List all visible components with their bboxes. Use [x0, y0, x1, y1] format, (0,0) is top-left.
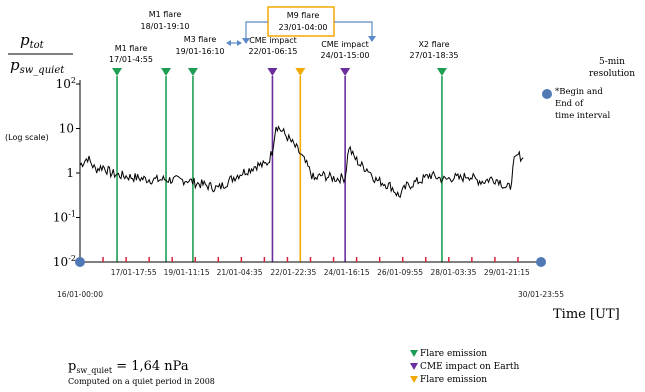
- side-note-line: End of: [555, 99, 584, 109]
- x-tick-label: 22/01-22:35: [270, 268, 316, 277]
- footnote-value: psw_quiet = 1,64 nPa: [68, 359, 189, 375]
- event-marker-triangle: [295, 68, 306, 76]
- x-tick-label: 21/01-04:35: [217, 268, 263, 277]
- y-scale-note: (Log scale): [5, 133, 49, 142]
- arrow-head: [226, 40, 231, 46]
- legend-triangle: [410, 376, 418, 383]
- y-label-numerator: ptot: [20, 31, 45, 51]
- event-label-time: 17/01-4:55: [109, 55, 153, 64]
- data-series: [79, 125, 524, 199]
- event-label-time: 19/01-16:10: [176, 47, 225, 56]
- pressure-ratio-line: [79, 125, 524, 199]
- event-label-time: 24/01-15:00: [321, 51, 370, 60]
- axes: 102 10 1 10-1 10-2: [53, 76, 546, 269]
- resolution-label: resolution: [589, 69, 635, 79]
- event-label-name: M1 flare: [115, 44, 148, 53]
- event-markers: [112, 6, 447, 262]
- legend-triangle: [410, 363, 418, 370]
- legend-label: Flare emission: [420, 375, 487, 385]
- x-tick-label: 16/01-00:00: [57, 290, 103, 299]
- interval-marker-dot: [536, 257, 546, 267]
- interval-marker-dot: [75, 257, 85, 267]
- event-label-time: 22/01-06:15: [249, 47, 298, 56]
- legend-triangle: [410, 350, 418, 357]
- event-label-name: X2 flare: [418, 40, 449, 49]
- x-tick-label: 26/01-09:55: [377, 268, 423, 277]
- event-label-time: 18/01-19:10: [141, 22, 190, 31]
- arrow-head: [242, 38, 250, 44]
- event-marker-triangle: [187, 68, 198, 76]
- arrow-connector: [245, 21, 268, 40]
- event-marker-triangle: [267, 68, 278, 76]
- x-axis-title: Time [UT]: [553, 307, 620, 322]
- footnote-detail: Computed on a quiet period in 2008: [68, 377, 215, 386]
- x-tick-label: 30/01-23:55: [518, 290, 564, 299]
- event-label-time: 27/01-18:35: [410, 51, 459, 60]
- y-tick-label: 10-2: [53, 254, 76, 269]
- event-label-time: 23/01-04:00: [279, 23, 328, 32]
- x-tick-label: 29/01-21:15: [484, 268, 530, 277]
- x-tick-label: 24/01-16:15: [324, 268, 370, 277]
- side-note-dot: [542, 89, 552, 99]
- x-tick-label: 17/01-17:55: [111, 268, 157, 277]
- y-tick-label: 10-1: [53, 210, 76, 225]
- text-labels: 17/01-17:55 19/01-11:15 21/01-04:35 22/01-2…: [5, 10, 635, 386]
- x-tick-label: 28/01-03:35: [431, 268, 477, 277]
- event-label-name: M9 flare: [287, 11, 320, 20]
- side-note-line: *Begin and: [555, 87, 603, 97]
- y-tick-label: 102: [56, 76, 76, 91]
- side-note-line: time interval: [555, 111, 610, 121]
- y-tick-label: 10: [59, 122, 74, 136]
- event-marker-triangle: [340, 68, 351, 76]
- event-label-name: CME impact: [321, 40, 369, 49]
- event-marker-triangle: [112, 68, 123, 76]
- legend-label: CME impact on Earth: [420, 362, 520, 372]
- legend-label: Flare emission: [420, 349, 487, 359]
- arrow-connector: [334, 21, 373, 38]
- x-tick-label: 19/01-11:15: [164, 268, 210, 277]
- event-label-name: M3 flare: [184, 35, 217, 44]
- arrow-head: [237, 40, 242, 46]
- event-marker-triangle: [436, 68, 447, 76]
- event-label-name: M1 flare: [149, 10, 182, 19]
- resolution-label: 5-min: [599, 57, 625, 67]
- arrow-head: [368, 36, 376, 42]
- event-label-name: CME impact: [249, 36, 297, 45]
- event-marker-triangle: [161, 68, 172, 76]
- y-tick-label: 1: [66, 166, 74, 180]
- y-label-denominator: psw_quiet: [10, 56, 65, 76]
